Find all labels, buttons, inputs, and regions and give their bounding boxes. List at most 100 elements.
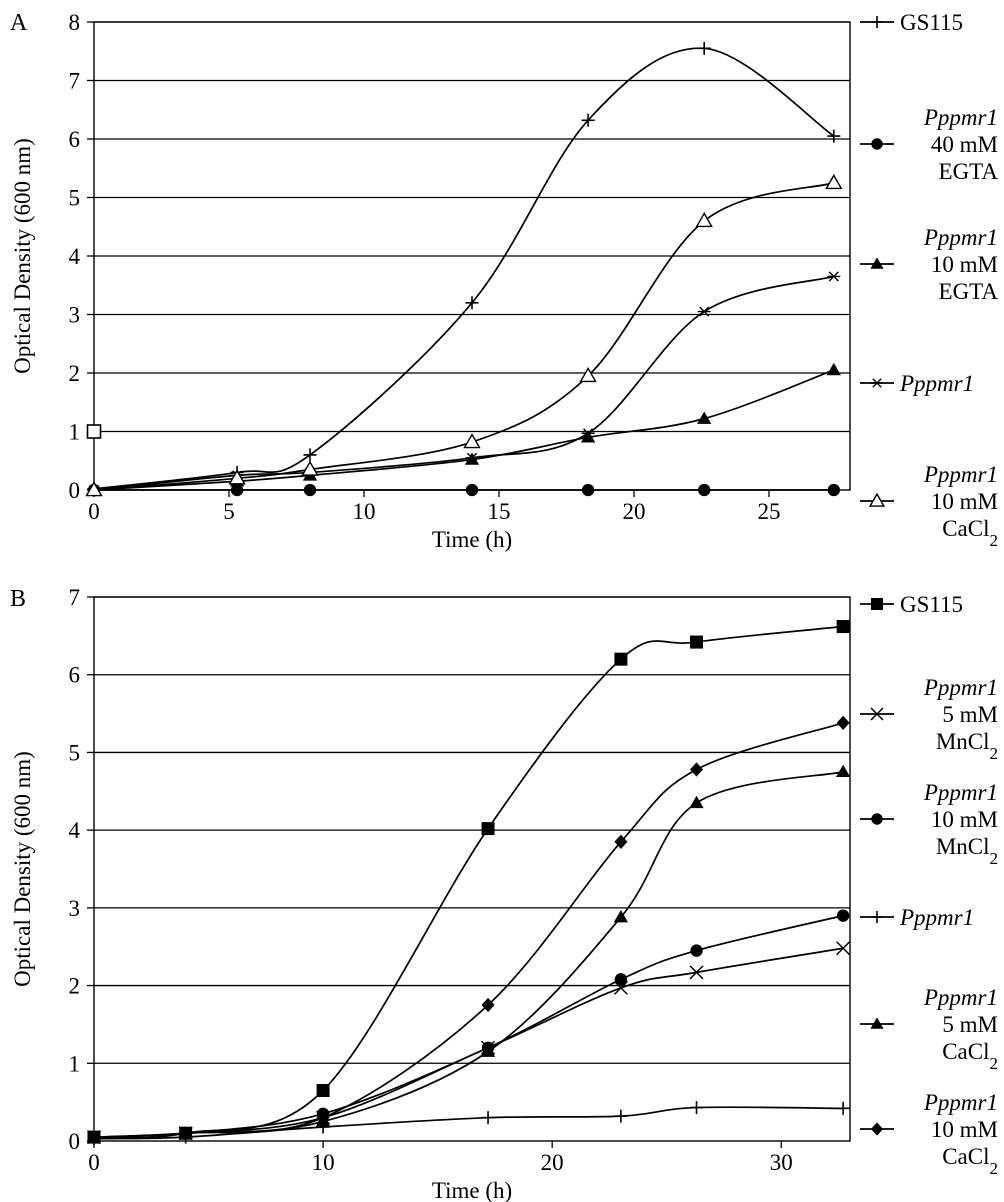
data-point-pppmr1 <box>697 306 711 317</box>
series-gs115 <box>87 41 841 496</box>
data-point-egta10 <box>697 411 712 424</box>
data-point-pppmr1 <box>465 452 479 463</box>
legend-marker-ca5 <box>870 1017 884 1029</box>
legend-label: GS115 <box>900 592 963 617</box>
legend-label: MnCl2 <box>936 834 998 868</box>
x-tick-label: 20 <box>623 499 646 524</box>
legend-label: CaCl2 <box>942 516 998 550</box>
panel-label: B <box>10 586 26 612</box>
data-point-pppmr1 <box>836 1101 850 1115</box>
data-point-egta40 <box>698 483 711 497</box>
data-point-pppmr1 <box>690 1101 704 1115</box>
panel-label: A <box>10 10 28 36</box>
legend-label: 10 mM <box>931 807 998 832</box>
data-point-egta10 <box>826 362 841 376</box>
panel-a: A 0 1 2 3 4 5 6 7 8 0 5 10 15 20 25 Time (h) Optical Dens… <box>10 10 998 552</box>
data-point-cacl10 <box>301 460 319 476</box>
data-point-gs115 <box>465 296 479 310</box>
legend-label: 10 mM <box>931 489 998 514</box>
series-egta40 <box>87 483 840 497</box>
data-point-ca10 <box>87 1129 101 1145</box>
legend-marker-mn5 <box>870 707 884 721</box>
legend-label: Pppmr1 <box>923 225 998 250</box>
legend-label: CaCl2 <box>942 1039 998 1073</box>
series-line-cacl10 <box>93 182 835 491</box>
legend-label: GS115 <box>900 10 963 35</box>
data-point-gs115 <box>827 129 841 143</box>
data-point-cacl10 <box>463 433 481 449</box>
data-point-mn5 <box>836 941 851 956</box>
data-point-egta40 <box>230 483 244 497</box>
series-gs115 <box>87 620 850 1144</box>
data-point-cacl10 <box>695 212 713 228</box>
data-point-ca10 <box>179 1126 193 1141</box>
data-point-egta40 <box>465 483 479 497</box>
data-point-gs115 <box>303 448 317 462</box>
data-point-pppmr1 <box>614 1109 628 1123</box>
data-point-ca5 <box>835 764 851 778</box>
data-point-gs115 <box>614 652 628 666</box>
legend-label: EGTA <box>939 159 999 184</box>
data-point-pppmr1 <box>581 428 595 439</box>
x-tick-label: 10 <box>312 1150 335 1175</box>
data-point-pppmr1 <box>481 1111 495 1125</box>
legend-label: Pppmr1 <box>923 985 998 1010</box>
y-tick-label: 2 <box>69 974 81 999</box>
data-point-cacl10 <box>825 173 843 190</box>
legend-marker-mn10 <box>871 813 883 825</box>
data-point-ca5 <box>689 795 704 809</box>
series-line-pppmr1 <box>93 1106 844 1140</box>
series-line-mn10 <box>93 914 844 1138</box>
y-tick-label: 7 <box>69 585 81 610</box>
x-tick-label: 10 <box>353 499 376 524</box>
plot-frame <box>93 596 851 1142</box>
data-point-cacl10 <box>579 367 597 383</box>
legend-label: Pppmr1 <box>923 105 998 130</box>
data-point-ca5 <box>613 910 629 923</box>
legend-marker-gs115 <box>871 598 883 610</box>
legend-item-pppmr1: Pppmr1 <box>860 371 974 396</box>
legend-marker-egta10 <box>870 257 884 269</box>
legend-marker-gs115 <box>871 16 883 28</box>
x-axis-label: Time (h) <box>432 1178 512 1202</box>
data-point-mn10 <box>614 973 628 986</box>
data-point-mn5 <box>689 965 704 980</box>
data-point-gs115 <box>481 822 495 836</box>
y-tick-label: 2 <box>69 361 81 386</box>
x-tick-label: 30 <box>770 1150 793 1175</box>
y-tick-label: 6 <box>69 663 81 688</box>
y-tick-label: 3 <box>69 896 81 921</box>
x-tick-label: 15 <box>488 499 511 524</box>
series-line-pppmr1 <box>93 275 835 491</box>
legend-label: 5 mM <box>942 702 998 727</box>
series-line-mn5 <box>93 947 844 1138</box>
y-tick-label: 3 <box>69 303 81 328</box>
legend-marker-cacl10 <box>868 492 886 507</box>
y-axis-label: Optical Density (600 nm) <box>10 751 35 987</box>
legend-label: Pppmr1 <box>923 780 998 805</box>
series-ca10 <box>87 715 850 1145</box>
y-axis-label: Optical Density (600 nm) <box>10 138 35 374</box>
legend-label: 10 mM <box>931 252 998 277</box>
data-point-egta10 <box>580 430 596 443</box>
data-point-egta40 <box>827 483 840 497</box>
series-mn5 <box>86 941 851 1145</box>
data-point-pppmr1 <box>827 271 841 282</box>
legend-marker-egta40 <box>871 138 883 150</box>
data-point-cacl10 <box>85 481 103 497</box>
y-tick-label: 4 <box>69 818 81 843</box>
panel-b: B 0 1 2 3 4 5 6 7 0 10 20 30 Time (h) Optical Density … <box>10 585 998 1202</box>
y-tick-label: 4 <box>69 244 81 269</box>
y-tick-label: 5 <box>69 740 81 765</box>
series-line-egta10 <box>93 369 835 491</box>
data-point-ca10 <box>836 715 850 731</box>
legend-label: Pppmr1 <box>923 462 998 487</box>
y-tick-label: 0 <box>69 478 81 503</box>
x-tick-label: 5 <box>223 499 235 524</box>
